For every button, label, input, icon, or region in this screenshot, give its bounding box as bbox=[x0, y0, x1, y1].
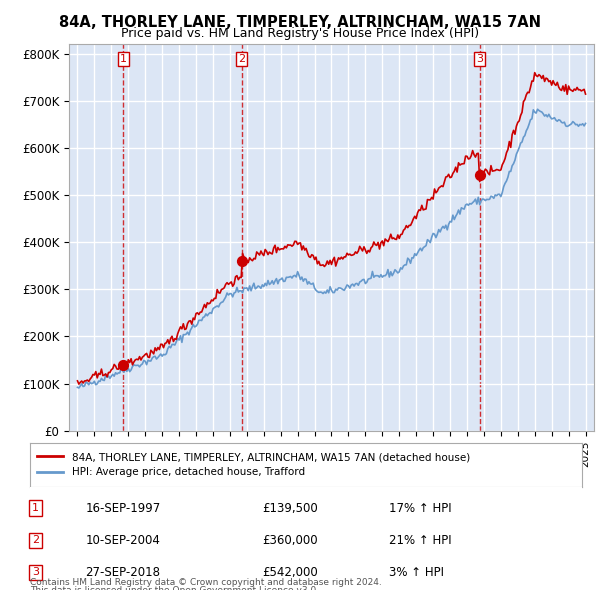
Text: £360,000: £360,000 bbox=[262, 534, 317, 547]
Text: 2: 2 bbox=[32, 535, 39, 545]
Text: 1: 1 bbox=[120, 54, 127, 64]
Text: Price paid vs. HM Land Registry's House Price Index (HPI): Price paid vs. HM Land Registry's House … bbox=[121, 27, 479, 40]
Text: 3% ↑ HPI: 3% ↑ HPI bbox=[389, 566, 444, 579]
Text: 27-SEP-2018: 27-SEP-2018 bbox=[85, 566, 160, 579]
Text: 84A, THORLEY LANE, TIMPERLEY, ALTRINCHAM, WA15 7AN: 84A, THORLEY LANE, TIMPERLEY, ALTRINCHAM… bbox=[59, 15, 541, 30]
Text: 3: 3 bbox=[32, 568, 39, 578]
Text: 2: 2 bbox=[238, 54, 245, 64]
Legend: 84A, THORLEY LANE, TIMPERLEY, ALTRINCHAM, WA15 7AN (detached house), HPI: Averag: 84A, THORLEY LANE, TIMPERLEY, ALTRINCHAM… bbox=[33, 448, 474, 481]
Text: £139,500: £139,500 bbox=[262, 502, 317, 514]
Text: 17% ↑ HPI: 17% ↑ HPI bbox=[389, 502, 451, 514]
Text: 1: 1 bbox=[32, 503, 39, 513]
Point bbox=[119, 360, 128, 370]
Text: 21% ↑ HPI: 21% ↑ HPI bbox=[389, 534, 451, 547]
Text: Contains HM Land Registry data © Crown copyright and database right 2024.: Contains HM Land Registry data © Crown c… bbox=[30, 578, 382, 587]
Point bbox=[237, 256, 247, 266]
Text: This data is licensed under the Open Government Licence v3.0.: This data is licensed under the Open Gov… bbox=[30, 586, 319, 590]
Point bbox=[475, 171, 484, 180]
Text: 16-SEP-1997: 16-SEP-1997 bbox=[85, 502, 160, 514]
Text: 10-SEP-2004: 10-SEP-2004 bbox=[85, 534, 160, 547]
Text: £542,000: £542,000 bbox=[262, 566, 317, 579]
Text: 3: 3 bbox=[476, 54, 483, 64]
